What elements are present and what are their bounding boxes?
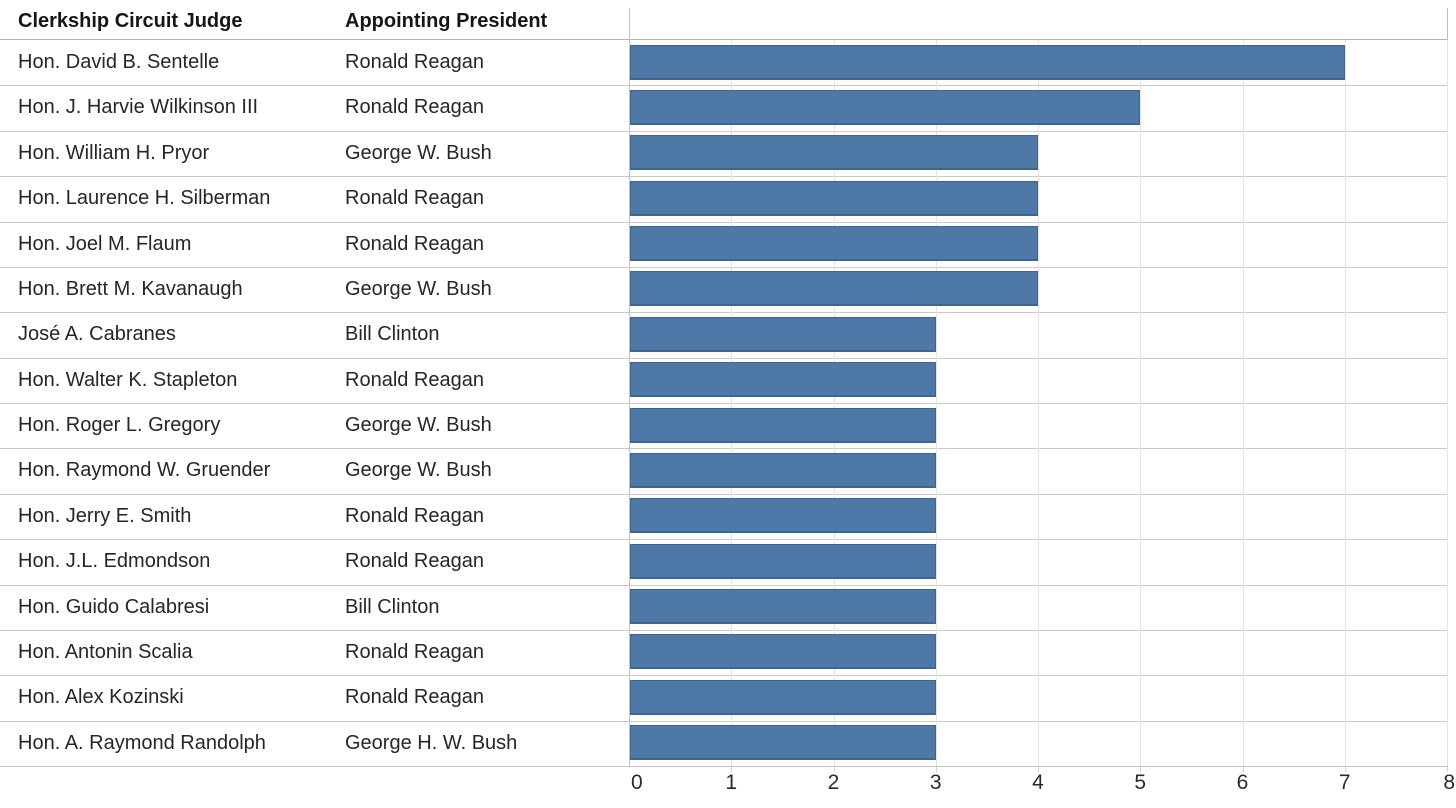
x-axis-tick-label: 7 [1338,771,1351,794]
row-divider [0,493,1447,495]
president-name-label: George H. W. Bush [345,731,518,754]
judge-name-label: Hon. Walter K. Stapleton [18,368,238,391]
gridline [1344,40,1346,766]
bar-mark[interactable] [630,407,936,443]
row-divider [0,448,1447,450]
x-axis-tick [731,767,733,772]
judge-name-label: Hon. A. Raymond Randolph [18,731,266,754]
row-divider [0,85,1447,87]
row-divider [0,539,1447,541]
bar-mark[interactable] [630,498,936,534]
judge-name-label: Hon. Brett M. Kavanaugh [18,277,243,300]
x-axis-tick [1242,767,1244,772]
bar-mark[interactable] [630,589,936,624]
x-axis-tick [833,767,835,772]
row-divider [0,629,1447,631]
judge-name-label: Hon. Alex Kozinski [18,686,184,709]
judge-name-label: Hon. William H. Pryor [18,141,210,164]
judge-name-label: Hon. Laurence H. Silberman [18,187,271,210]
x-axis-line [629,766,1448,767]
column-header-judge: Clerkship Circuit Judge [18,10,243,32]
x-axis-tick-label: 6 [1236,771,1249,794]
president-name-label: Ronald Reagan [345,368,484,391]
judge-name-label: Hon. David B. Sentelle [18,51,220,73]
bar-mark[interactable] [630,679,936,715]
president-name-label: Ronald Reagan [345,686,484,709]
judge-name-label: Hon. Guido Calabresi [18,595,210,618]
x-axis-tick-label: 0 [631,771,643,794]
bar-mark[interactable] [630,362,936,398]
bar-mark[interactable] [630,89,1141,125]
judge-name-label: Hon. Jerry E. Smith [18,504,192,527]
x-axis-tick [1447,767,1448,772]
gridline [731,40,733,766]
row-divider [0,221,1447,223]
president-name-label: Bill Clinton [345,323,440,346]
bar-mark[interactable] [630,316,936,352]
judge-name-label: José A. Cabranes [18,323,176,346]
president-name-label: George W. Bush [345,141,492,164]
x-axis-tick-label: 1 [725,771,738,794]
president-name-label: Ronald Reagan [345,187,484,210]
pane-right-border [1447,8,1448,40]
bar-mark[interactable] [630,271,1038,307]
x-axis-tick [1140,767,1142,772]
x-axis-tick [1344,767,1346,772]
bar-mark[interactable] [630,226,1038,261]
x-axis-tick [1038,767,1039,772]
gridline [1242,40,1244,766]
president-name-label: Ronald Reagan [345,504,484,527]
judge-name-label: Hon. Raymond W. Gruender [18,459,271,482]
president-name-label: Ronald Reagan [345,550,484,573]
bar-mark[interactable] [630,634,936,670]
row-divider [0,266,1447,268]
column-header-president: Appointing President [345,10,548,32]
x-axis-tick-label: 3 [929,771,942,794]
row-divider [0,312,1447,314]
president-name-label: George W. Bush [345,459,492,482]
row-divider [0,403,1447,404]
president-name-label: Bill Clinton [345,595,440,618]
gridline [1140,40,1142,766]
x-axis-tick-label: 8 [1443,771,1455,794]
row-divider [0,357,1447,359]
bar-mark[interactable] [630,725,936,761]
judge-name-label: Hon. Joel M. Flaum [18,232,192,255]
header-divider [0,39,1447,40]
president-name-label: George W. Bush [345,277,492,300]
x-axis-tick-label: 4 [1032,771,1044,794]
president-name-label: Ronald Reagan [345,96,484,119]
judge-name-label: Hon. J.L. Edmondson [18,550,211,573]
president-name-label: Ronald Reagan [345,640,484,663]
row-divider [0,675,1447,677]
bar-mark[interactable] [630,452,936,488]
judge-name-label: Hon. J. Harvie Wilkinson III [18,96,259,119]
bar-mark[interactable] [630,135,1038,171]
x-axis-tick-label: 5 [1134,771,1147,794]
row-divider [0,720,1447,722]
gridline [833,40,835,766]
gridline [1447,40,1448,766]
president-name-label: Ronald Reagan [345,232,484,255]
bar-mark[interactable] [630,543,936,579]
bar-mark[interactable] [630,180,1038,216]
president-name-label: George W. Bush [345,414,492,436]
president-name-label: Ronald Reagan [345,51,484,73]
bar-mark[interactable] [630,44,1345,80]
row-divider [0,584,1447,586]
gridline [935,40,937,766]
x-axis-tick-label: 2 [827,771,840,794]
judge-name-label: Hon. Roger L. Gregory [18,414,221,436]
row-divider [0,176,1447,178]
y-axis-line [629,8,630,766]
gridline [1038,40,1039,766]
row-divider [0,130,1447,132]
judge-name-label: Hon. Antonin Scalia [18,640,193,663]
x-axis-tick [935,767,937,772]
